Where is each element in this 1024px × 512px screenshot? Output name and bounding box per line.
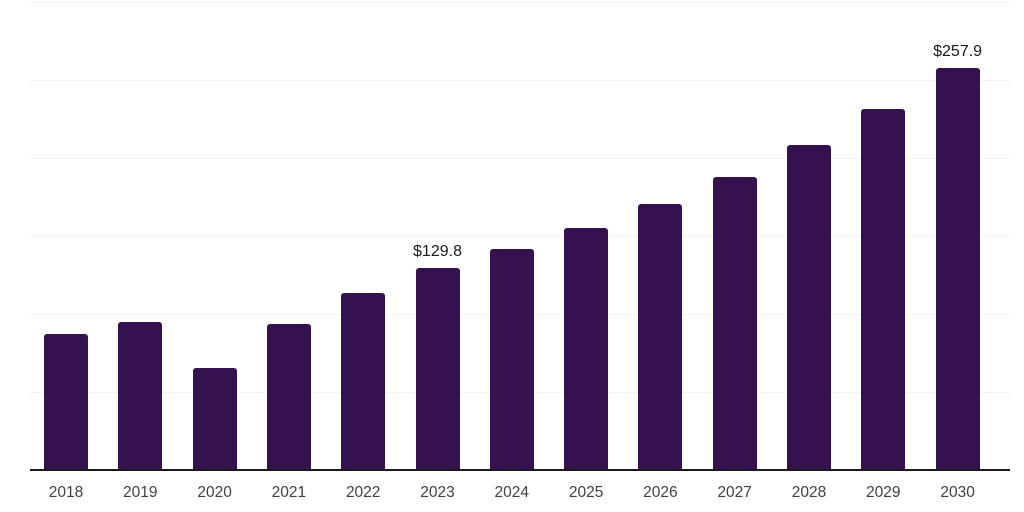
bar-2020[interactable] bbox=[192, 367, 237, 470]
bar-2018[interactable] bbox=[44, 333, 88, 470]
x-tick-label-2018: 2018 bbox=[48, 484, 84, 501]
x-tick-label-2028: 2028 bbox=[791, 484, 827, 501]
bar-value-label-2030: $257.9 bbox=[933, 42, 983, 60]
x-tick-label-2027: 2027 bbox=[717, 484, 752, 501]
gridline bbox=[30, 236, 1010, 237]
x-tick-label-2030: 2030 bbox=[940, 484, 975, 501]
gridline bbox=[30, 2, 1010, 3]
plot-area: $129.8 $257.9 bbox=[30, 2, 1010, 470]
gridline bbox=[30, 80, 1010, 81]
x-tick-label-2022: 2022 bbox=[345, 484, 381, 501]
x-axis-labels: 2018 2019 2020 2021 2022 2023 2024 2025 2026 2027… bbox=[30, 483, 1010, 503]
bar-2019[interactable] bbox=[118, 322, 163, 470]
x-tick-label-2023: 2023 bbox=[420, 484, 455, 501]
bar-2024[interactable] bbox=[489, 248, 534, 470]
gridline bbox=[30, 158, 1010, 159]
x-tick-label-2029: 2029 bbox=[866, 484, 901, 501]
bar-2030[interactable] bbox=[935, 67, 980, 470]
x-tick-label-2025: 2025 bbox=[568, 484, 604, 501]
x-tick-label-2020: 2020 bbox=[197, 484, 232, 501]
x-tick-label-2026: 2026 bbox=[643, 484, 678, 501]
x-tick-label-2021: 2021 bbox=[271, 484, 307, 501]
bar-2022[interactable] bbox=[341, 293, 386, 470]
x-tick-label-2024: 2024 bbox=[494, 484, 530, 501]
bar-2025[interactable] bbox=[564, 227, 609, 470]
bar-2029[interactable] bbox=[861, 109, 906, 470]
x-axis-line bbox=[30, 469, 1010, 471]
x-tick-label-2019: 2019 bbox=[123, 484, 158, 501]
bar-2021[interactable] bbox=[266, 323, 311, 470]
bar-2026[interactable] bbox=[638, 204, 683, 470]
bar-2023[interactable] bbox=[415, 267, 460, 470]
bar-value-label-2023: $129.8 bbox=[413, 242, 462, 260]
bar-2028[interactable] bbox=[787, 145, 831, 470]
bar-2027[interactable] bbox=[712, 177, 757, 470]
